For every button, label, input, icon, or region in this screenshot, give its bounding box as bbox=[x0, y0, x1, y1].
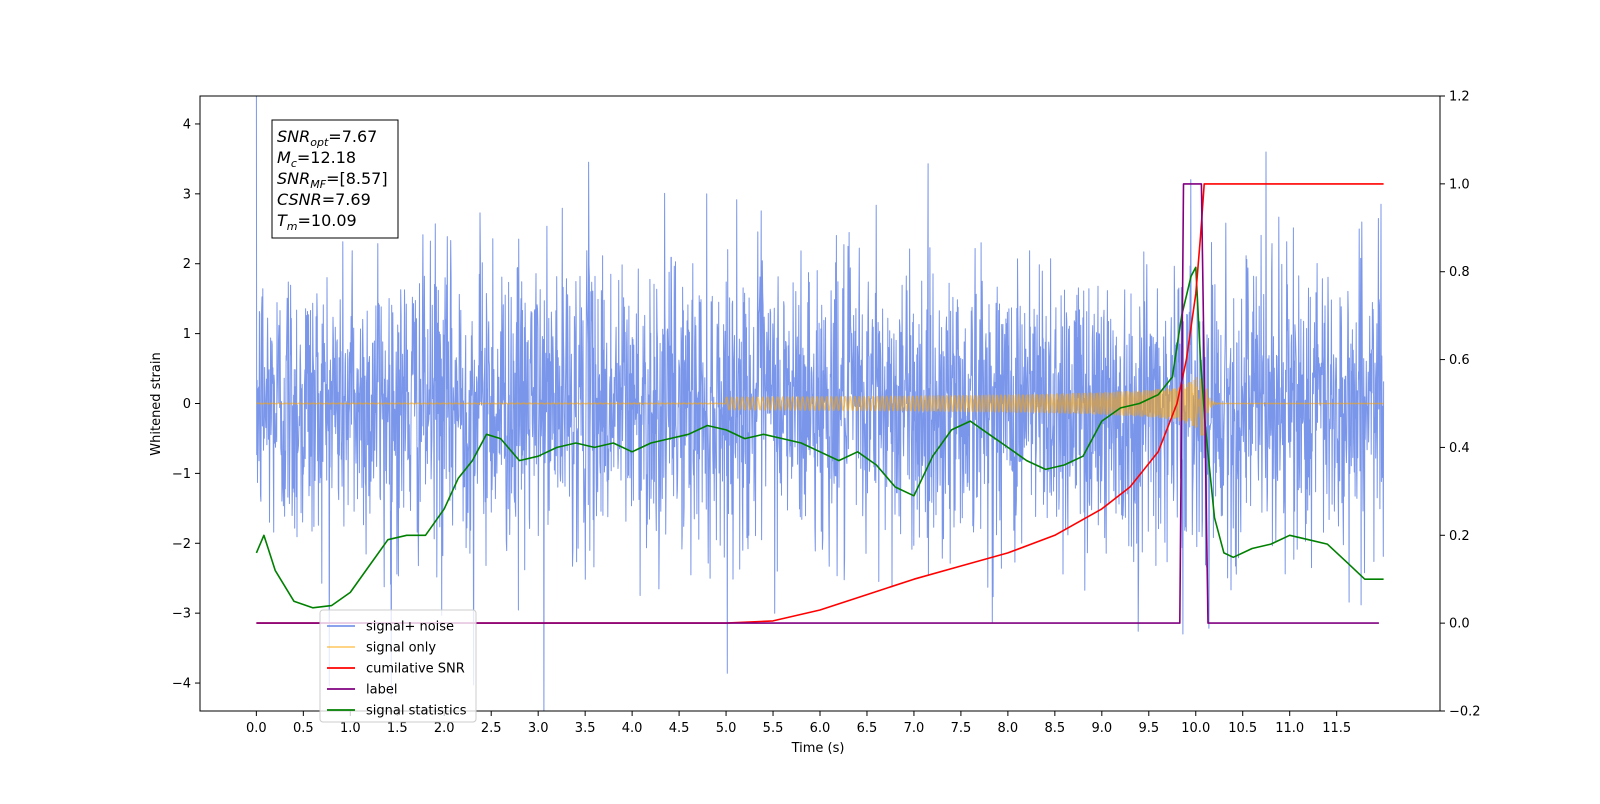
x-tick-label: 10.5 bbox=[1228, 721, 1257, 736]
series-line-1 bbox=[256, 376, 1384, 436]
series-line-2 bbox=[256, 183, 1384, 624]
x-tick-label: 2.5 bbox=[481, 721, 502, 736]
y-tick-label: −3 bbox=[172, 607, 191, 622]
series-line-3 bbox=[256, 183, 1379, 624]
legend: signal+ noise signal only cumilative SNR la… bbox=[319, 609, 477, 723]
annotation-line: Mc=12.18 bbox=[277, 148, 356, 170]
x-tick-label: 1.5 bbox=[387, 721, 408, 736]
annotation-frame bbox=[271, 119, 399, 239]
x-tick-label: 10.0 bbox=[1181, 721, 1210, 736]
x-tick-label: 3.0 bbox=[528, 721, 549, 736]
x-axis-label: Time (s) bbox=[791, 741, 845, 756]
x-tick-label: 7.5 bbox=[951, 721, 972, 736]
legend-label: signal+ noise bbox=[366, 620, 454, 635]
x-tick-label: 0.0 bbox=[246, 721, 267, 736]
legend-label: signal statistics bbox=[366, 704, 467, 719]
annotation-line: CSNR=7.69 bbox=[277, 190, 371, 209]
x-tick-label: 2.0 bbox=[434, 721, 455, 736]
y2-tick-label: 0.4 bbox=[1449, 441, 1470, 456]
legend-label: label bbox=[366, 683, 397, 698]
y2-tick-label: 1.0 bbox=[1449, 177, 1470, 192]
x-tick-label: 3.5 bbox=[575, 721, 596, 736]
y-tick-label: 4 bbox=[183, 117, 191, 132]
legend-frame bbox=[319, 609, 477, 723]
y-tick-label: 2 bbox=[183, 257, 191, 272]
y2-tick-label: 1.2 bbox=[1449, 90, 1470, 105]
annotation-line: SNRMF=[8.57] bbox=[277, 169, 388, 191]
y2-tick-label: 0.2 bbox=[1449, 529, 1470, 544]
y-axis-label: Whitened strain bbox=[149, 352, 164, 455]
x-tick-label: 8.0 bbox=[998, 721, 1019, 736]
y-tick-label: −4 bbox=[172, 677, 191, 692]
annotation-line: Tm=10.09 bbox=[277, 211, 357, 233]
ticks-layer: 0.0 0.5 1.0 1.5 2.0 2.5 3.0 3.5 4.0 4.5 5.0 5.5 6.0 6… bbox=[172, 90, 1481, 737]
x-tick-label: 8.5 bbox=[1045, 721, 1066, 736]
legend-label: signal only bbox=[366, 641, 436, 656]
x-tick-label: 6.0 bbox=[810, 721, 831, 736]
x-tick-label: 1.0 bbox=[340, 721, 361, 736]
x-tick-label: 0.5 bbox=[293, 721, 314, 736]
x-tick-label: 7.0 bbox=[904, 721, 925, 736]
annotation-box: SNRopt=7.67Mc=12.18SNRMF=[8.57]CSNR=7.69… bbox=[271, 119, 399, 239]
x-tick-label: 5.5 bbox=[763, 721, 784, 736]
x-tick-label: 6.5 bbox=[857, 721, 878, 736]
y-tick-label: −1 bbox=[172, 467, 191, 482]
x-tick-label: 9.5 bbox=[1138, 721, 1159, 736]
y2-tick-label: 0.6 bbox=[1449, 353, 1470, 368]
x-tick-label: 4.0 bbox=[622, 721, 643, 736]
y2-tick-label: 0.0 bbox=[1449, 617, 1470, 632]
legend-label: cumilative SNR bbox=[366, 662, 465, 677]
y-tick-label: 0 bbox=[183, 397, 191, 412]
x-tick-label: 9.0 bbox=[1091, 721, 1112, 736]
y-tick-label: 1 bbox=[183, 327, 191, 342]
x-tick-label: 5.0 bbox=[716, 721, 737, 736]
y2-tick-label: 0.8 bbox=[1449, 265, 1470, 280]
x-tick-label: 4.5 bbox=[669, 721, 690, 736]
y-tick-label: −2 bbox=[172, 537, 191, 552]
series-layer bbox=[255, 96, 1385, 711]
x-tick-label: 11.5 bbox=[1322, 721, 1351, 736]
x-tick-label: 11.0 bbox=[1275, 721, 1304, 736]
y2-tick-label: −0.2 bbox=[1449, 705, 1481, 720]
annotation-line: SNRopt=7.67 bbox=[277, 127, 377, 149]
y-tick-label: 3 bbox=[183, 187, 191, 202]
